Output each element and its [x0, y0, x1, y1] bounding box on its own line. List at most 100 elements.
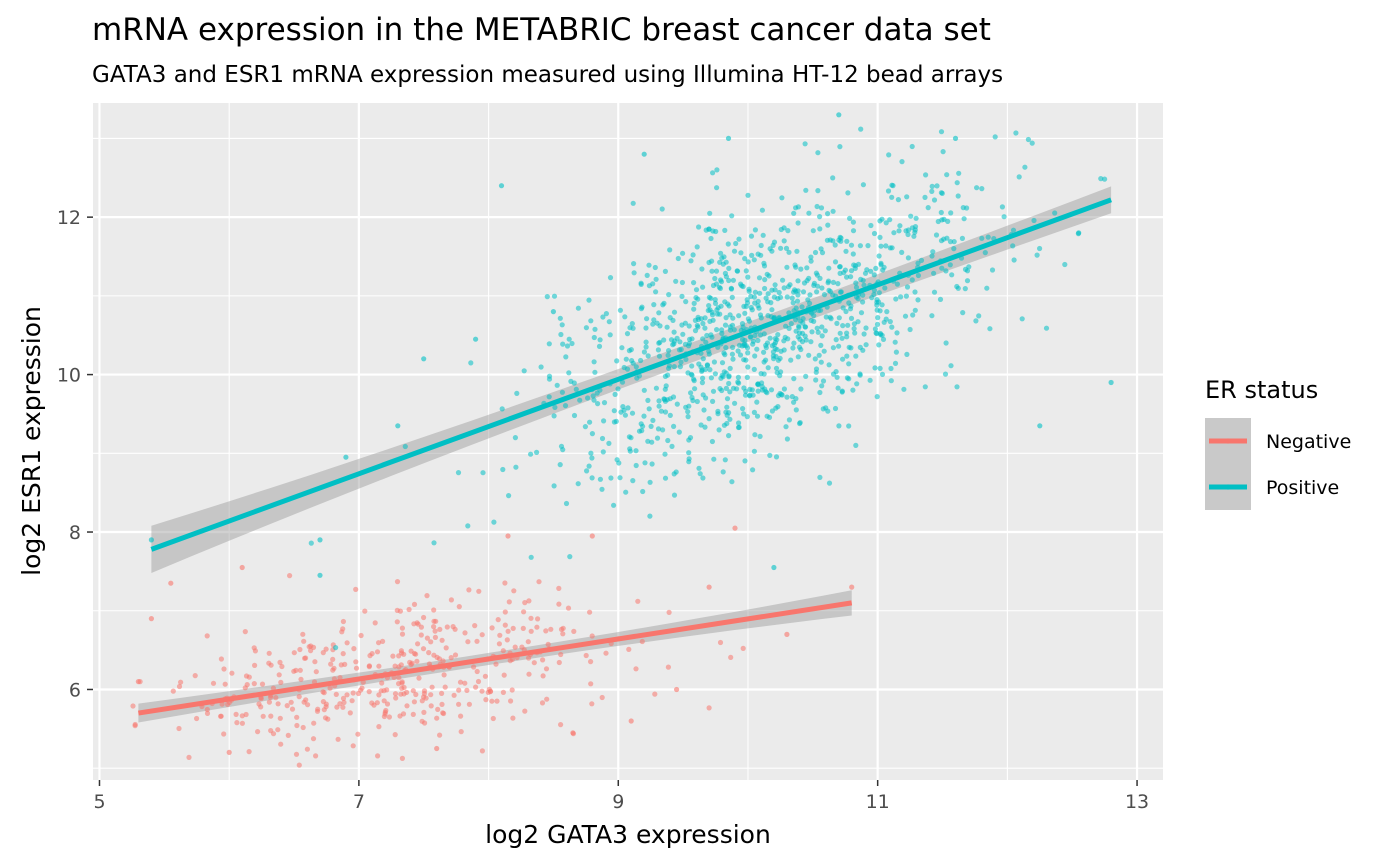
data-point-negative: [410, 711, 416, 718]
data-point-negative: [717, 639, 724, 646]
data-point-positive: [834, 320, 840, 326]
data-point-positive: [791, 376, 797, 382]
data-point-positive: [931, 197, 938, 203]
data-point-positive: [757, 290, 763, 296]
data-point-positive: [843, 248, 849, 254]
data-point-negative: [490, 715, 496, 722]
data-point-positive: [850, 387, 856, 393]
data-point-positive: [601, 400, 608, 406]
data-point-positive: [793, 328, 799, 334]
data-point-negative: [633, 666, 639, 672]
data-point-positive: [905, 227, 912, 233]
data-point-positive: [704, 362, 711, 369]
data-point-negative: [411, 699, 417, 705]
data-point-positive: [762, 277, 768, 283]
data-point-positive: [706, 303, 712, 309]
data-point-positive: [317, 572, 323, 578]
data-point-positive: [745, 316, 752, 322]
data-point-positive: [645, 438, 651, 444]
data-point-positive: [538, 364, 544, 370]
data-point-positive: [727, 365, 733, 371]
data-point-negative: [543, 628, 549, 634]
data-point-positive: [832, 242, 838, 248]
data-point-negative: [252, 662, 258, 669]
data-point-positive: [911, 233, 917, 239]
data-point-negative: [408, 661, 414, 668]
data-point-positive: [749, 252, 755, 258]
data-point-positive: [835, 281, 841, 287]
data-point-positive: [739, 283, 745, 289]
data-point-positive: [786, 325, 792, 331]
data-point-positive: [595, 401, 601, 407]
data-point-positive: [793, 317, 799, 323]
data-point-positive: [1034, 252, 1040, 258]
data-point-positive: [808, 317, 814, 324]
data-point-positive: [703, 339, 709, 345]
data-point-positive: [660, 427, 666, 433]
data-point-negative: [234, 720, 240, 726]
data-point-positive: [615, 386, 621, 392]
data-point-negative: [432, 628, 438, 634]
confidence-ribbon-positive: [151, 186, 1112, 573]
data-point-positive: [745, 350, 751, 356]
data-point-positive: [818, 342, 824, 348]
data-point-positive: [586, 297, 592, 303]
data-point-negative: [135, 679, 141, 685]
data-point-positive: [783, 245, 790, 251]
data-point-positive: [722, 227, 728, 233]
data-point-negative: [222, 681, 228, 687]
x-tick-label: 9: [612, 791, 624, 813]
data-point-negative: [476, 588, 482, 594]
data-point-positive: [796, 344, 803, 350]
data-point-positive: [528, 451, 534, 457]
data-point-positive: [949, 272, 955, 278]
data-point-positive: [563, 354, 569, 360]
data-point-positive: [544, 294, 550, 300]
data-point-positive: [868, 222, 874, 229]
data-point-positive: [893, 296, 899, 302]
data-point-negative: [340, 704, 346, 710]
data-point-positive: [940, 149, 946, 155]
data-point-positive: [620, 404, 626, 410]
data-point-negative: [418, 632, 424, 638]
data-point-positive: [752, 227, 759, 233]
data-point-positive: [772, 336, 778, 342]
data-point-negative: [433, 618, 439, 624]
data-point-negative: [341, 699, 347, 706]
data-point-positive: [848, 268, 855, 274]
data-point-positive: [757, 433, 763, 439]
data-point-positive: [844, 334, 850, 340]
data-point-positive: [706, 351, 712, 357]
data-point-positive: [755, 251, 761, 257]
data-point-negative: [244, 682, 250, 688]
data-point-negative: [522, 708, 528, 714]
data-point-positive: [793, 407, 799, 413]
data-point-positive: [894, 281, 901, 287]
data-point-negative: [464, 687, 470, 694]
data-point-positive: [818, 307, 824, 313]
data-point-positive: [608, 475, 614, 481]
data-point-negative: [330, 656, 336, 663]
data-point-positive: [727, 389, 733, 395]
data-point-positive: [814, 325, 820, 331]
data-point-positive: [863, 325, 869, 331]
data-point-negative: [507, 658, 513, 664]
data-point-negative: [472, 623, 478, 629]
data-point-positive: [796, 323, 802, 329]
data-point-positive: [724, 396, 731, 402]
data-point-positive: [768, 387, 775, 393]
data-point-negative: [260, 713, 266, 719]
data-point-positive: [1037, 423, 1043, 429]
data-point-positive: [656, 340, 662, 346]
data-point-positive: [845, 190, 851, 196]
data-point-negative: [505, 533, 511, 539]
data-point-positive: [710, 170, 716, 176]
data-point-positive: [734, 386, 740, 392]
data-point-negative: [539, 700, 546, 706]
data-point-positive: [848, 274, 854, 280]
y-tick-label: 12: [57, 207, 81, 229]
data-point-positive: [883, 220, 889, 226]
data-point-positive: [837, 264, 843, 270]
data-point-positive: [557, 462, 563, 468]
data-point-positive: [691, 300, 697, 306]
